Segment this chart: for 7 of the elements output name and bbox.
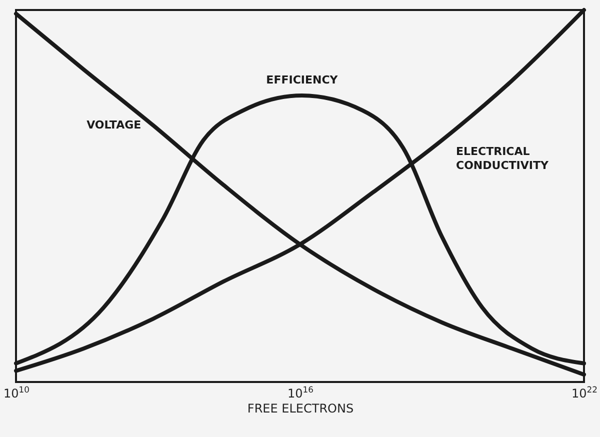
x-axis-title: FREE ELECTRONS (247, 402, 354, 416)
x-tick-label: 10$^{10}$ (4, 384, 30, 400)
series-label: ELECTRICAL CONDUCTIVITY (456, 145, 550, 172)
x-tick-label: 10$^{22}$ (572, 384, 598, 400)
x-tick-label: 10$^{16}$ (288, 384, 314, 400)
series-label: VOLTAGE (86, 118, 142, 132)
series-label: EFFICIENCY (266, 74, 339, 87)
